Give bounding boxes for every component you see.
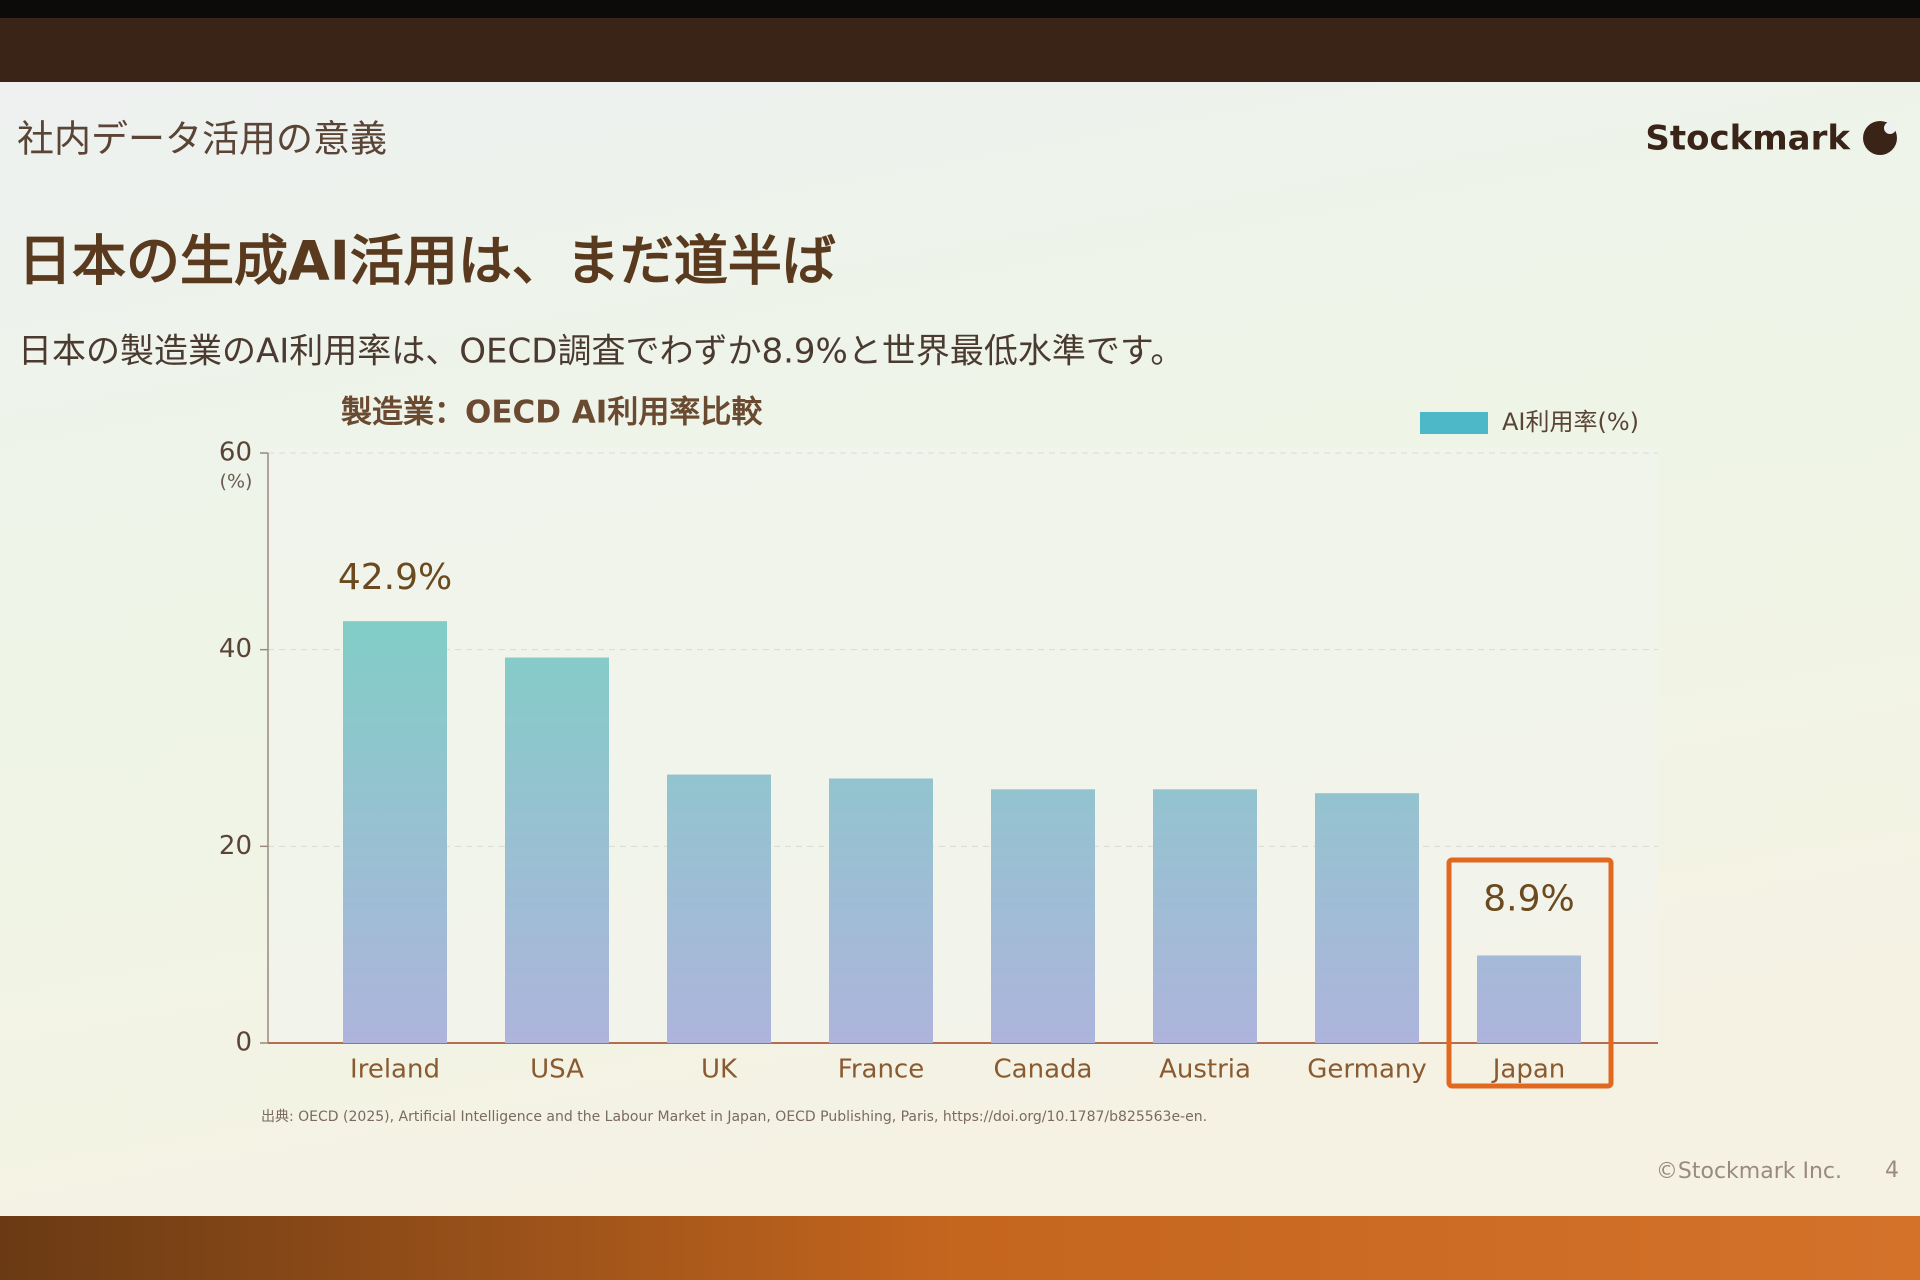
bar [505, 657, 609, 1043]
chart-title: 製造業：OECD AI利用率比較 [341, 395, 763, 431]
logo-icon [1863, 121, 1897, 155]
y-tick-label: 0 [235, 1028, 252, 1058]
x-tick-label: France [838, 1055, 924, 1085]
bar [1477, 955, 1581, 1043]
bar [829, 778, 933, 1043]
page-number: 4 [1885, 1158, 1899, 1183]
x-tick-label: UK [701, 1055, 738, 1085]
bar [1315, 793, 1419, 1043]
bar [343, 621, 447, 1043]
legend-label: AI利用率(%) [1502, 408, 1639, 436]
x-tick-label: Ireland [350, 1055, 440, 1085]
logo: Stockmark [1645, 119, 1851, 159]
y-tick-label: 20 [219, 831, 252, 861]
x-tick-label: Canada [994, 1055, 1093, 1085]
x-tick-label: Germany [1307, 1055, 1427, 1085]
y-unit: (%) [220, 471, 253, 493]
x-tick-label: Japan [1491, 1055, 1566, 1085]
copyright: ©Stockmark Inc. [1656, 1159, 1842, 1184]
value-label: 8.9% [1483, 878, 1574, 919]
section-title: 社内データ活用の意義 [17, 118, 387, 161]
top-edge [0, 0, 1920, 18]
plot-area [268, 448, 1658, 1043]
x-tick-label: Austria [1159, 1055, 1251, 1085]
bar [667, 774, 771, 1043]
highlight-box [1446, 857, 1614, 1089]
x-tick-label: USA [530, 1055, 584, 1085]
y-tick-label: 60 [219, 438, 252, 468]
bar [1153, 789, 1257, 1043]
y-tick-label: 40 [219, 634, 252, 664]
legend-swatch [1420, 412, 1488, 434]
bar [991, 789, 1095, 1043]
bottom-band [0, 1212, 1920, 1280]
source-note: 出典: OECD (2025), Artificial Intelligence… [261, 1109, 1207, 1125]
subtitle: 日本の製造業のAI利用率は、OECD調査でわずか8.9%と世界最低水準です。 [18, 332, 1184, 372]
top-band [0, 18, 1920, 92]
main-title: 日本の生成AI活用は、まだ道半ば [18, 230, 836, 293]
value-label: 42.9% [338, 557, 452, 598]
